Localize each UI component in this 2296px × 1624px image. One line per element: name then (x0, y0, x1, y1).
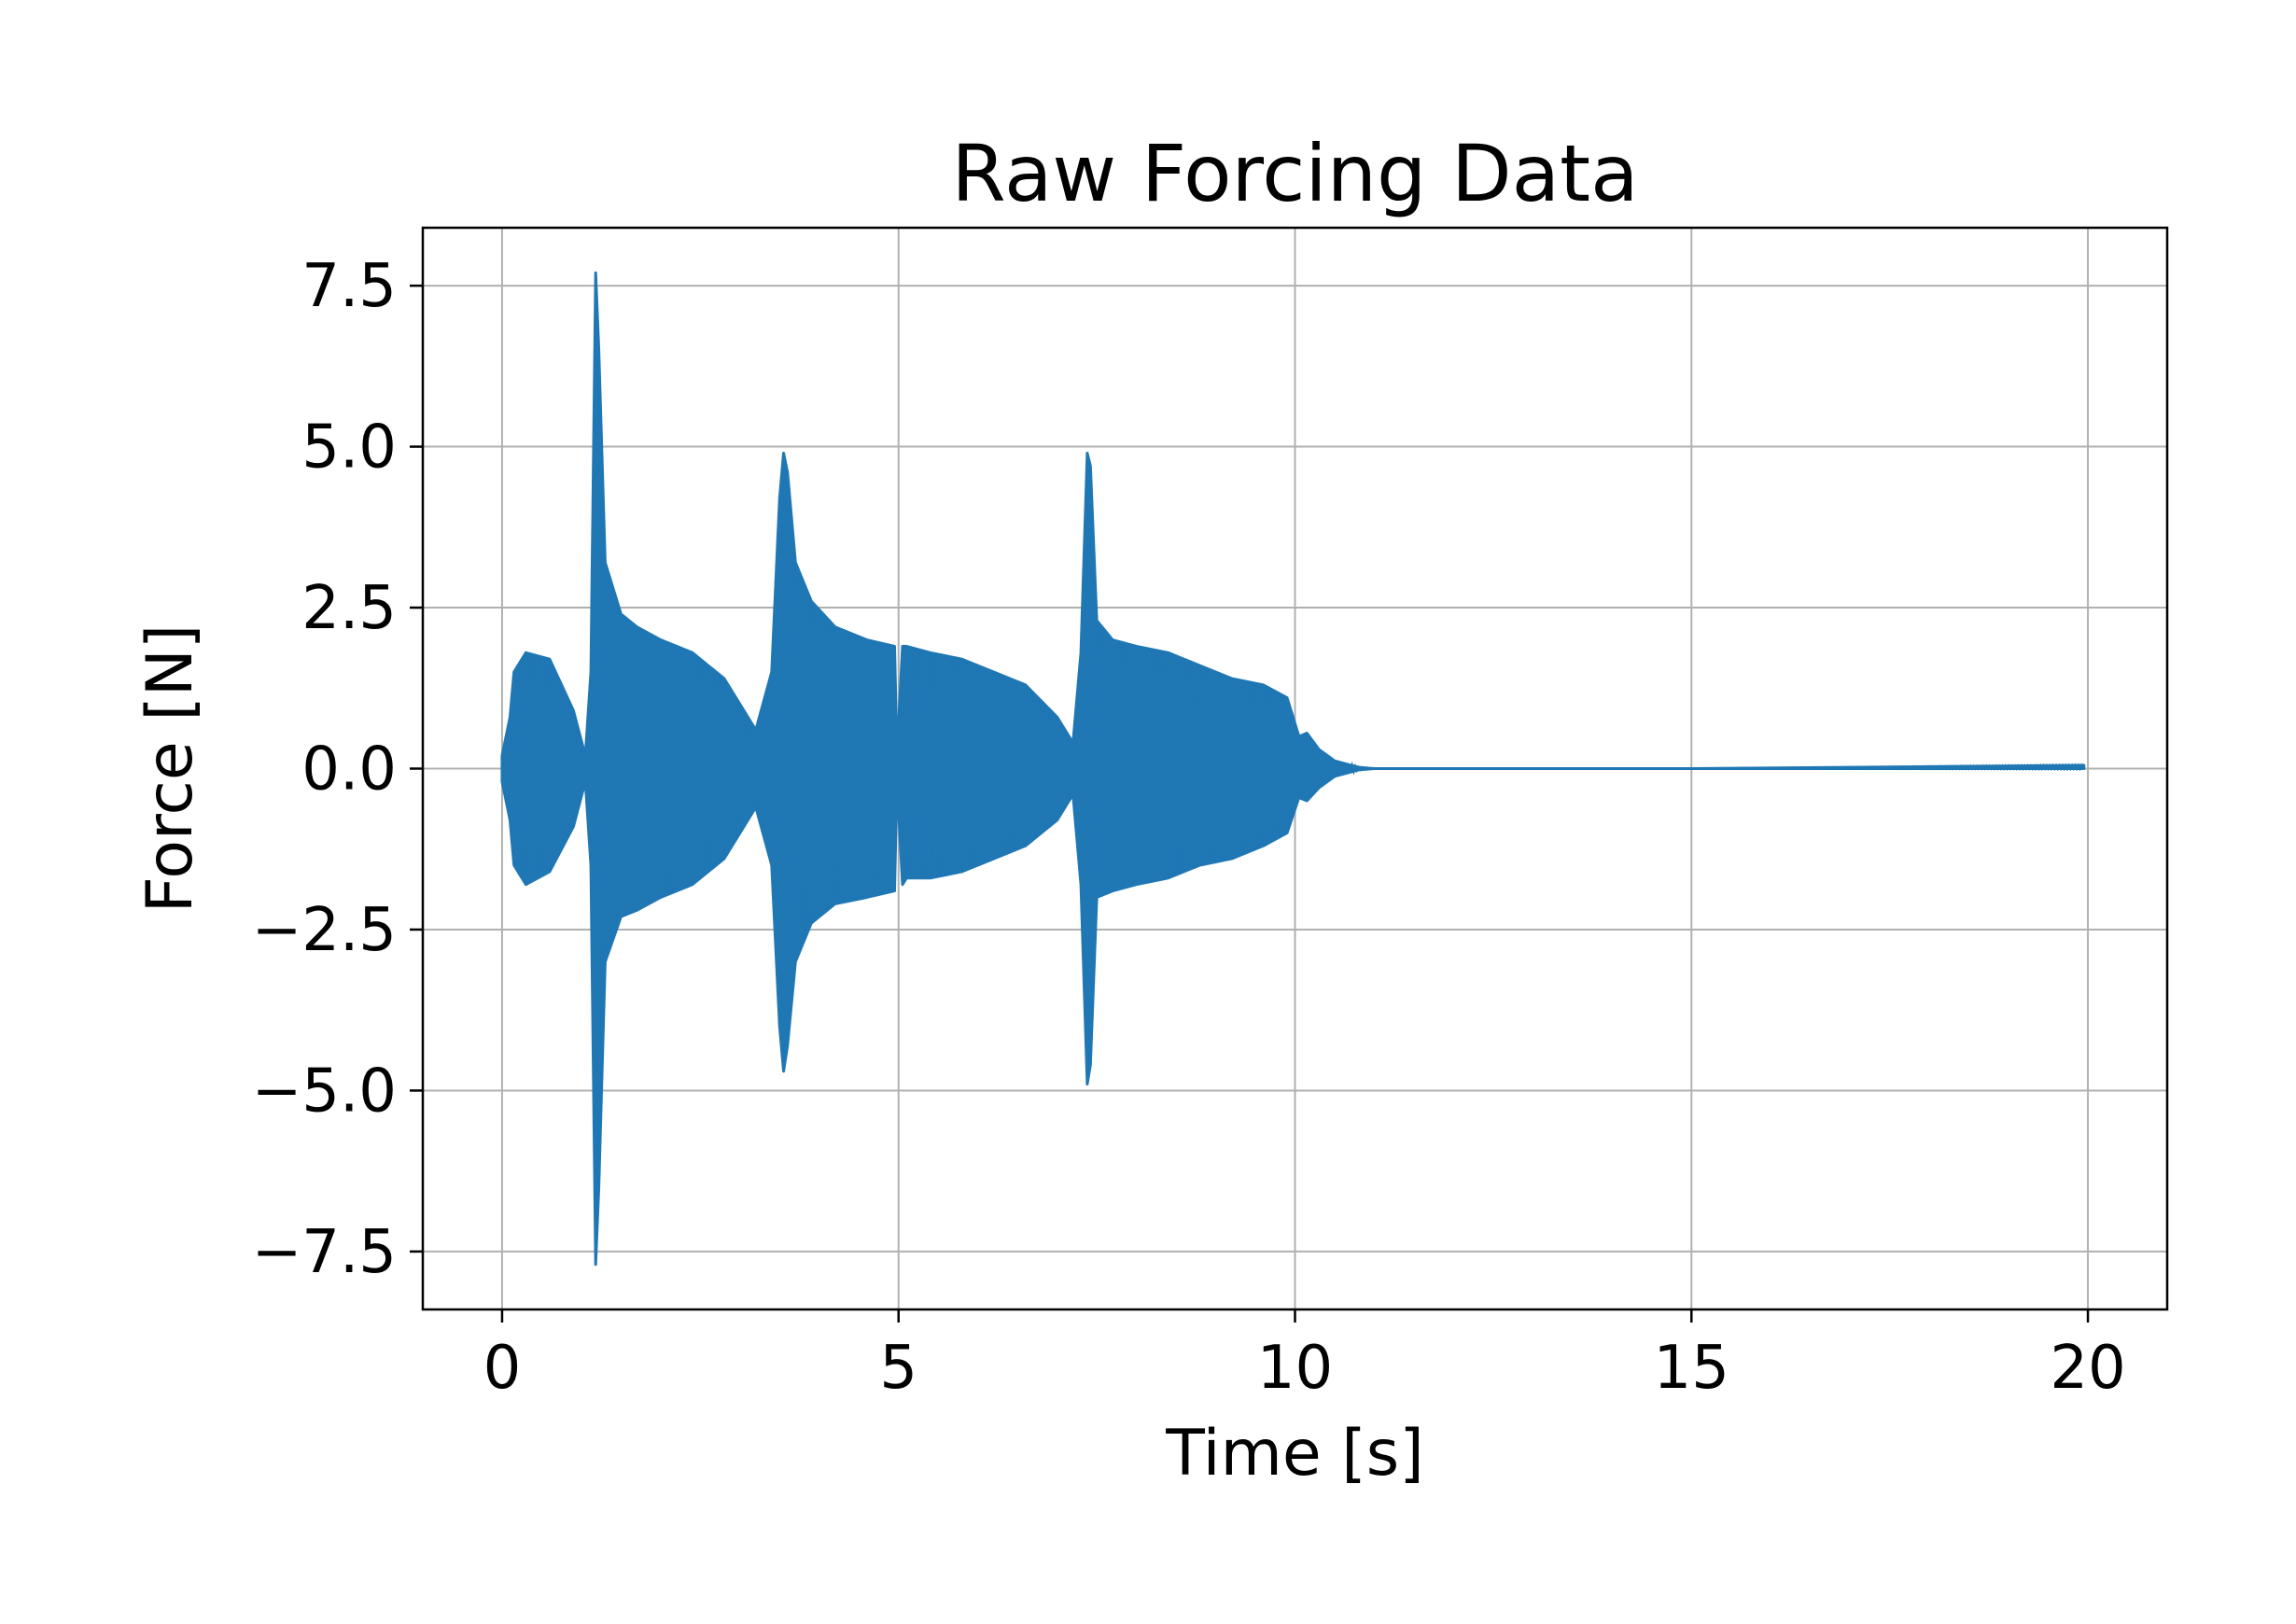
x-tick-label: 0 (483, 1334, 522, 1403)
x-tick-label: 20 (2050, 1334, 2125, 1403)
force-signal-line (500, 311, 2085, 1265)
y-tick-label: 7.5 (301, 252, 397, 321)
y-tick-label: 2.5 (301, 574, 397, 643)
plot-series (500, 271, 2086, 1267)
y-tick-label: 0.0 (301, 735, 397, 805)
y-tick-label: 5.0 (301, 413, 397, 483)
x-tick-label: 10 (1257, 1334, 1333, 1403)
chart-title: Raw Forcing Data (951, 128, 1638, 219)
ticks: 0 5 10 15 20 7.5 5.0 2.5 0.0 −2.5 −5.0 −7.5 (252, 252, 2126, 1403)
y-axis-label: Force [N] (133, 624, 207, 914)
y-tick-label: −7.5 (252, 1218, 397, 1287)
x-axis-label: Time [s] (1165, 1417, 1424, 1491)
x-tick-label: 5 (879, 1334, 917, 1403)
x-tick-label: 15 (1654, 1334, 1729, 1403)
y-tick-label: −2.5 (252, 896, 397, 965)
y-tick-label: −5.0 (252, 1057, 397, 1126)
